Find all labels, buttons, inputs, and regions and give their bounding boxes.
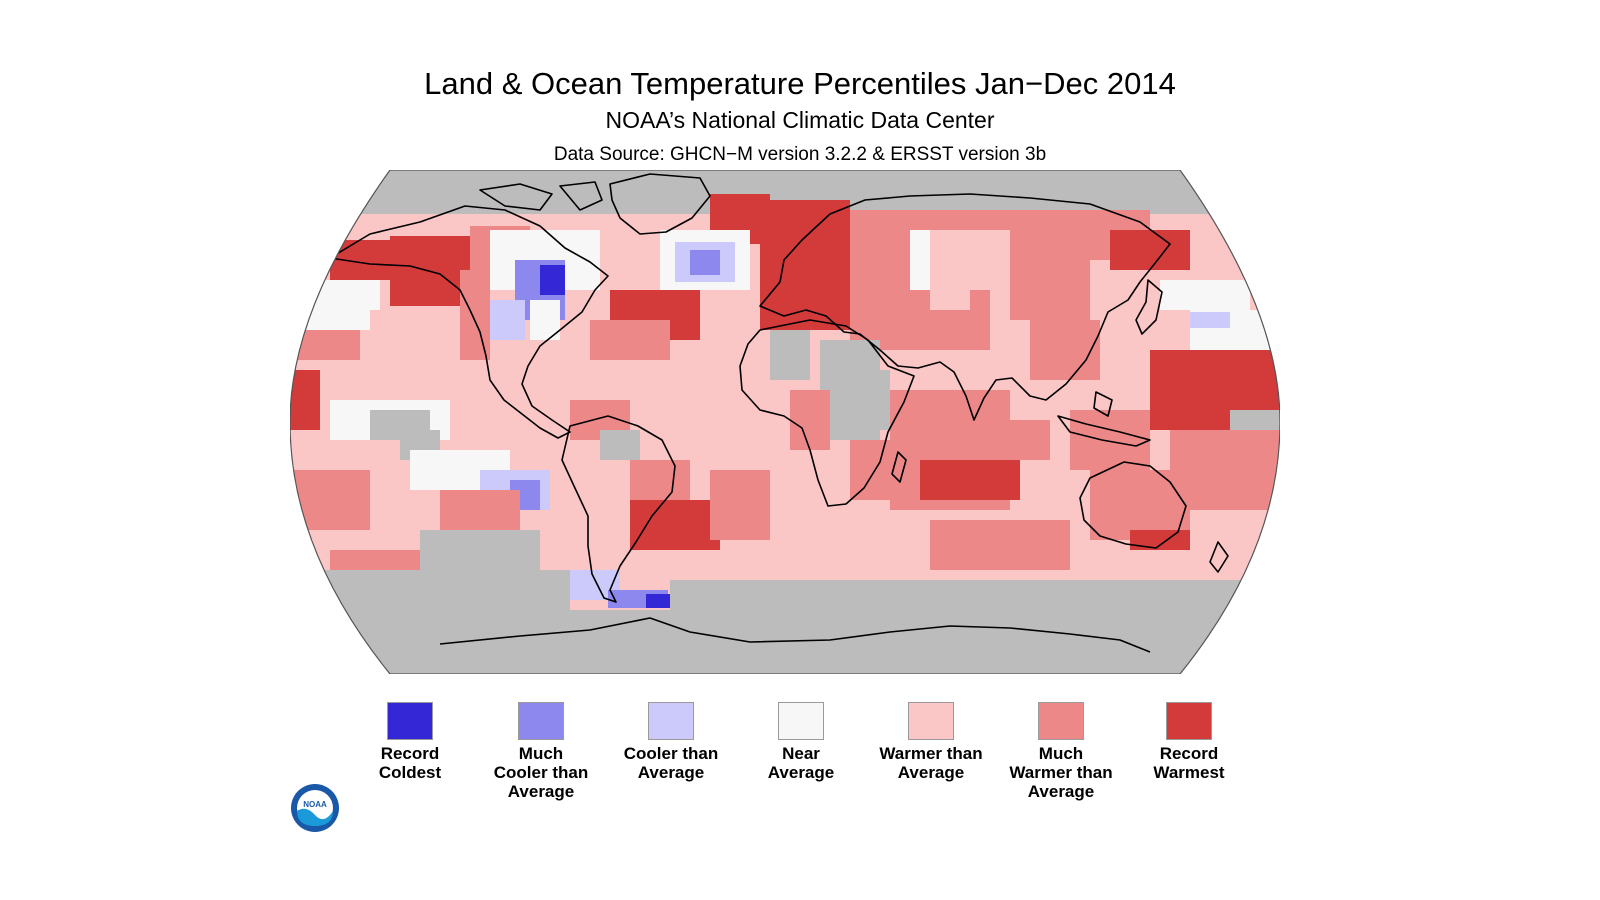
eurasia-outline — [759, 193, 1171, 421]
noaa-logo-icon: NOAA — [291, 784, 339, 832]
legend-item-warmer: Warmer than Average — [866, 702, 996, 782]
world-percentile-map — [290, 170, 1280, 674]
legend: Record Coldest Much Cooler than Average … — [0, 702, 1600, 812]
percentile-cells — [290, 170, 1280, 674]
percentile-cell-no-data — [600, 430, 640, 460]
percentile-cell-warmer — [930, 230, 1010, 290]
legend-item-record-coldest: Record Coldest — [345, 702, 475, 782]
percentile-cell-warmer — [370, 310, 450, 360]
percentile-cell-no-data — [850, 370, 890, 430]
legend-label: Much Cooler than Average — [493, 744, 589, 801]
percentile-cell-record-warmest — [290, 370, 320, 430]
percentile-cell-near-average — [1160, 280, 1250, 310]
data-source-label: Data Source: GHCN−M version 3.2.2 & ERSS… — [553, 144, 1047, 165]
percentile-cell-cooler — [485, 300, 525, 340]
north-america-outline — [329, 205, 609, 439]
percentile-cell-warmer — [1190, 510, 1280, 570]
percentile-cell-much-warmer — [1010, 240, 1090, 320]
percentile-cell-record-warmest — [1110, 230, 1190, 270]
legend-label: Near Average — [767, 744, 835, 782]
percentile-cell-record-warmest — [760, 200, 850, 330]
new-zealand-outline — [1209, 541, 1229, 573]
percentile-cell-much-cooler — [690, 250, 720, 275]
percentile-cell-much-warmer — [590, 320, 670, 360]
legend-swatch — [1166, 702, 1212, 740]
legend-label: Record Warmest — [1153, 744, 1225, 782]
percentile-cell-record-warmest — [920, 460, 1020, 500]
south-america-outline — [561, 415, 676, 603]
greenland-outline — [609, 173, 711, 235]
legend-swatch — [1038, 702, 1084, 740]
percentile-cell-much-warmer — [460, 270, 490, 360]
antarctica-outline — [439, 617, 1151, 653]
legend-swatch — [648, 702, 694, 740]
legend-swatch — [387, 702, 433, 740]
map-border — [290, 170, 1280, 674]
percentile-cell-no-data — [770, 330, 810, 380]
australia-outline — [1079, 461, 1187, 549]
legend-label: Warmer than Average — [879, 744, 983, 782]
legend-swatch — [778, 702, 824, 740]
percentile-cell-record-coldest — [540, 265, 565, 295]
madagascar-outline — [891, 451, 907, 483]
legend-label: Cooler than Average — [623, 744, 719, 782]
legend-item-record-warmest: Record Warmest — [1124, 702, 1254, 782]
legend-swatch — [518, 702, 564, 740]
percentile-cell-much-warmer — [990, 420, 1050, 460]
percentile-cell-warmer — [1070, 550, 1190, 580]
percentile-cell-much-warmer — [1070, 410, 1150, 470]
arctic-islands-outline — [479, 181, 603, 211]
continent-outlines — [329, 173, 1229, 653]
percentile-cell-record-coldest — [646, 594, 670, 608]
percentile-cell-near-average — [290, 280, 380, 330]
percentile-cell-much-warmer — [290, 470, 370, 530]
percentile-cell-much-warmer — [710, 470, 770, 540]
noaa-logo-text: NOAA — [303, 800, 327, 809]
legend-label: Record Coldest — [378, 744, 442, 782]
maritime-asia-outline — [1057, 391, 1151, 447]
africa-outline — [739, 319, 915, 507]
legend-item-cooler: Cooler than Average — [606, 702, 736, 782]
percentile-cell-much-warmer — [930, 520, 1070, 570]
percentile-cell-cooler — [1190, 312, 1230, 328]
percentile-cell-much-warmer — [1030, 320, 1100, 380]
map-title: Land & Ocean Temperature Percentiles Jan… — [424, 66, 1176, 101]
percentile-cell-much-warmer — [1090, 470, 1190, 540]
percentile-cell-warmer — [830, 530, 930, 570]
legend-item-much-warmer: Much Warmer than Average — [996, 702, 1126, 801]
japan-outline — [1135, 279, 1163, 335]
legend-swatch — [908, 702, 954, 740]
map-subtitle: NOAA’s National Climatic Data Center — [605, 107, 995, 133]
percentile-cell-no-data — [570, 610, 670, 674]
percentile-cell-much-warmer — [790, 390, 830, 450]
percentile-cell-record-warmest — [630, 500, 720, 550]
percentile-cell-no-data — [420, 530, 540, 590]
legend-label: Much Warmer than Average — [1009, 744, 1113, 801]
legend-item-near-average: Near Average — [736, 702, 866, 782]
legend-item-much-cooler: Much Cooler than Average — [476, 702, 606, 801]
